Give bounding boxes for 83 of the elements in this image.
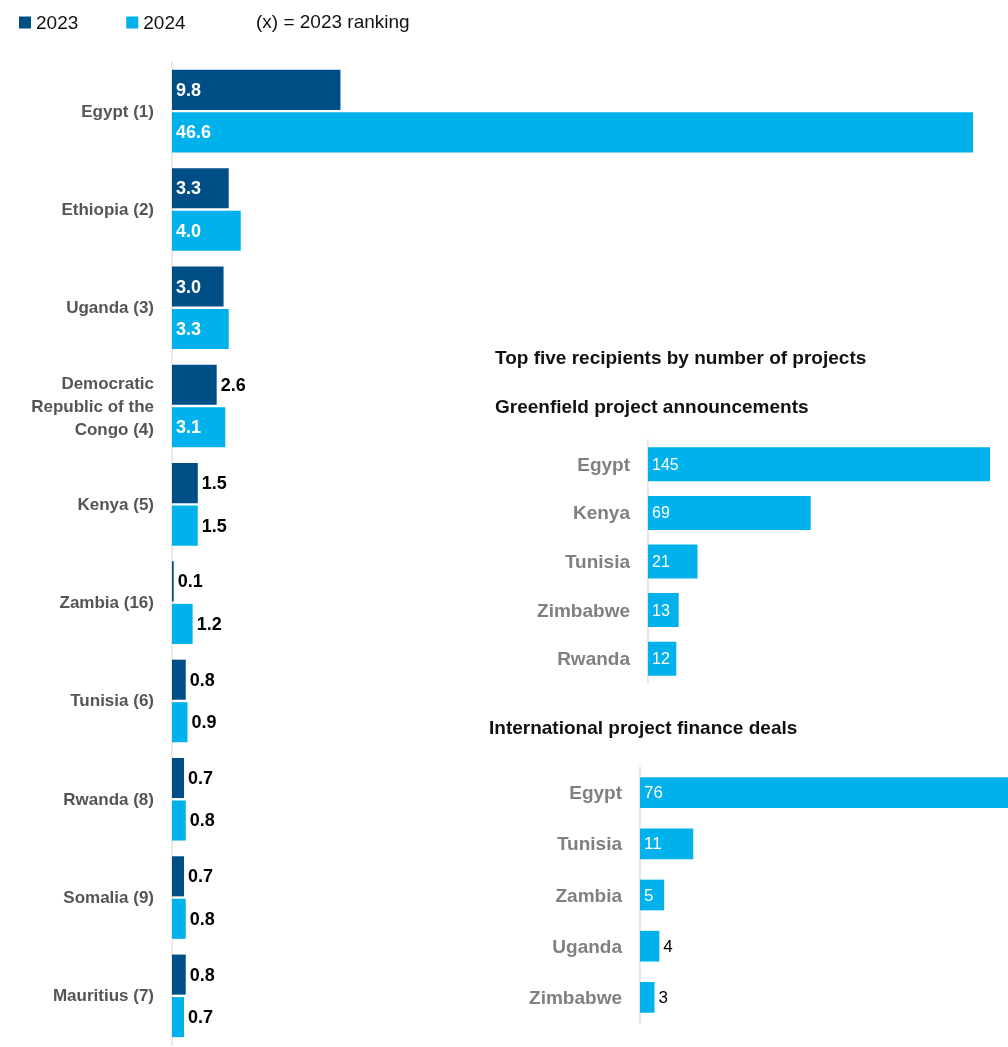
data-label: 3.1 — [176, 417, 202, 438]
data-label: 0.8 — [189, 810, 215, 831]
bar — [172, 407, 226, 448]
bar — [640, 982, 655, 1013]
data-label: 0.7 — [188, 866, 214, 887]
data-label: 145 — [652, 455, 679, 473]
y-tick-label: Egypt (1) — [81, 101, 154, 121]
data-label: 3.0 — [176, 276, 202, 297]
bar — [648, 495, 811, 530]
bar — [172, 659, 186, 700]
data-label: 9.8 — [176, 79, 202, 100]
data-label: 5 — [644, 885, 654, 905]
y-tick-label: Democratic Republic of the Congo (4) — [31, 373, 154, 439]
data-label: 0.8 — [189, 669, 215, 690]
bar — [172, 308, 229, 350]
y-tick-label: Egypt — [577, 453, 631, 475]
bar — [172, 266, 224, 307]
legend-label: 2024 — [143, 12, 186, 33]
bar — [640, 777, 1008, 808]
text: (x) = 2023 ranking — [256, 11, 410, 32]
bar — [172, 898, 186, 939]
data-label: 13 — [652, 601, 670, 619]
bar — [172, 954, 186, 995]
data-label: 76 — [644, 783, 663, 803]
bar — [172, 168, 229, 209]
data-label: 11 — [644, 834, 662, 854]
data-label: 0.7 — [188, 768, 214, 789]
bar — [172, 603, 193, 644]
data-label: 0.1 — [177, 571, 203, 592]
data-label: 4 — [663, 936, 673, 956]
data-label: 46.6 — [176, 122, 212, 143]
chart-title: Top five recipients by number of projects — [495, 347, 867, 368]
data-label: 1.2 — [196, 613, 222, 634]
data-label: 3.3 — [176, 318, 202, 339]
bar — [172, 997, 185, 1038]
bar — [640, 930, 660, 962]
y-tick-label: Uganda — [552, 935, 623, 957]
bar — [172, 505, 198, 546]
data-label: 4.0 — [176, 220, 202, 241]
y-tick-label: Kenya — [572, 502, 631, 524]
data-label: 3 — [658, 987, 668, 1007]
y-tick-label: Rwanda — [557, 648, 631, 670]
bar — [172, 702, 188, 743]
data-label: 69 — [652, 504, 670, 522]
bar — [172, 210, 241, 251]
chart-subtitle: Greenfield project announcements — [495, 396, 809, 417]
data-label: 12 — [652, 650, 670, 668]
bar — [172, 757, 185, 799]
data-label: 0.8 — [189, 964, 215, 985]
bar — [172, 112, 973, 153]
bar — [172, 69, 341, 110]
bar — [640, 828, 694, 860]
y-tick-label: Zimbabwe — [529, 986, 622, 1008]
y-tick-label: Uganda (3) — [66, 298, 154, 318]
data-label: 0.8 — [189, 908, 215, 929]
y-tick-label: Tunisia — [564, 551, 631, 572]
y-tick-label: Somalia (9) — [63, 888, 154, 908]
y-tick-label: Zimbabwe — [537, 599, 630, 621]
y-tick-label: Mauritius (7) — [52, 986, 154, 1006]
bar — [172, 463, 198, 504]
y-tick-label: Egypt — [569, 782, 623, 804]
y-tick-label: Zambia (16) — [59, 593, 154, 613]
chart-title: International project finance deals — [489, 717, 798, 738]
data-label: 0.9 — [191, 712, 217, 733]
data-label: 1.5 — [201, 473, 227, 494]
data-label: 2.6 — [220, 374, 246, 395]
y-tick-label: Zambia — [555, 884, 623, 906]
y-tick-label: Ethiopia (2) — [61, 199, 154, 219]
y-tick-label: Rwanda (8) — [63, 789, 154, 809]
y-tick-label: Tunisia — [556, 833, 623, 855]
data-label: 1.5 — [201, 515, 227, 536]
bar — [172, 800, 186, 841]
bar — [172, 364, 217, 405]
y-tick-label: Tunisia (6) — [70, 691, 154, 711]
bar — [648, 447, 990, 482]
data-label: 3.3 — [176, 178, 202, 199]
bar — [172, 856, 185, 897]
data-label: 0.7 — [188, 1007, 214, 1028]
y-tick-label: Kenya (5) — [77, 494, 154, 514]
bar — [648, 593, 679, 628]
legend-label: 2023 — [36, 12, 79, 33]
bar — [648, 544, 698, 579]
data-label: 21 — [652, 553, 670, 570]
